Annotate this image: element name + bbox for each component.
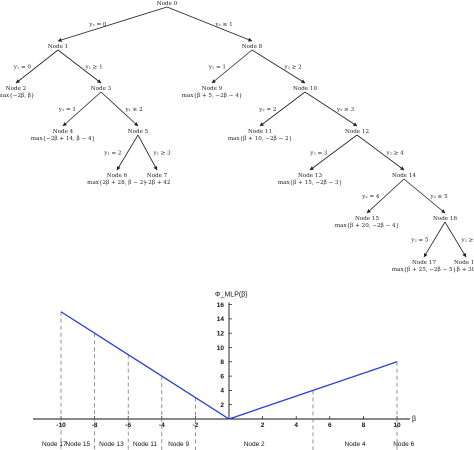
node-value: max{β + 5, −2β − 4} <box>182 93 243 99</box>
value-function-line <box>60 311 398 420</box>
x-tick-label: 2 <box>261 422 265 429</box>
edge-label: y₂ ≥ 2 <box>284 65 303 71</box>
node-value: β + 30 <box>457 267 474 273</box>
tree-edge <box>309 134 358 171</box>
node-name: Node 5 <box>128 129 149 135</box>
tree-edge <box>211 49 253 84</box>
tree-edge <box>251 49 306 84</box>
y-axis-label: Φ_MLP(β) <box>215 291 248 298</box>
tree-edge <box>259 91 306 127</box>
y-tick-label: 8 <box>220 359 224 366</box>
tree-edge <box>423 221 446 258</box>
tree-edge <box>116 134 139 171</box>
edge-label: y₂ ≥ 5 <box>430 194 449 200</box>
y-tick-label: 16 <box>217 302 225 309</box>
tree-edge <box>304 91 358 127</box>
edge-label: y₂ ≥ 6 <box>461 238 474 244</box>
tree-edge <box>57 6 168 42</box>
node-value: max{−2β, β} <box>0 93 35 99</box>
edge-label: y₂ = 3 <box>309 151 328 157</box>
y-tick-label: 14 <box>217 316 225 323</box>
node-name: Node 11 <box>248 129 272 135</box>
tree-edge <box>137 134 158 171</box>
node-name: Node 6 <box>107 173 128 179</box>
edge-label: y₂ ≥ 1 <box>215 22 233 28</box>
branching-tree: y₂ = 0 y₂ ≥ 1 y₁ = 0 y₁ ≥ 1 y₂ = 1 y₂ ≥ 2 y₁ =… <box>0 1 474 273</box>
tree-edge <box>356 134 405 171</box>
node-value: max{−2β + 14, β − 4} <box>31 136 95 142</box>
node-name: Node 17 <box>412 260 436 266</box>
edge-label: y₂ = 0 <box>88 22 107 28</box>
node-name: Node 14 <box>392 173 416 179</box>
region-label: Node 6 <box>393 441 414 448</box>
tree-edge <box>15 49 59 84</box>
edge-label: y₁ = 1 <box>58 107 76 113</box>
tree-edge <box>366 178 405 214</box>
x-tick-label: 4 <box>294 422 298 429</box>
node-name: Node 10 <box>293 86 317 92</box>
edge-label: y₂ = 5 <box>410 238 429 244</box>
x-tick-label: 6 <box>328 422 332 429</box>
x-tick-label: 8 <box>362 422 366 429</box>
y-tick-label: 4 <box>220 388 224 395</box>
tree-edge <box>166 6 253 42</box>
region-label: Node 9 <box>168 441 189 448</box>
node-name: Node 3 <box>91 86 112 92</box>
edge-label: y₂ = 1 <box>208 65 226 71</box>
y-tick-label: 10 <box>217 345 225 352</box>
y-tick-label: 12 <box>217 331 225 338</box>
node-name: Node 0 <box>157 1 178 7</box>
region-label: Node 11 <box>133 441 157 448</box>
tree-edge <box>100 91 139 127</box>
region-label: Node 4 <box>345 441 366 448</box>
node-name: Node 16 <box>433 216 457 222</box>
tree-edge <box>403 178 446 214</box>
node-name: Node 2 <box>6 86 27 92</box>
x-tick-label: -2 <box>193 422 199 429</box>
region-label: Node 15 <box>66 441 91 448</box>
node-value: max{2β + 28, β − 2} <box>87 180 147 186</box>
tree-edge <box>62 91 102 127</box>
x-axis-label: β <box>412 416 416 423</box>
node-name: Node 12 <box>345 129 369 135</box>
node-value: max{β + 10, −2β − 2} <box>228 136 292 142</box>
tree-edge <box>444 221 467 258</box>
node-name: Node 9 <box>202 86 223 92</box>
edge-label: y₁ = 0 <box>13 65 32 71</box>
tree-edge <box>57 49 102 84</box>
node-name: Node 7 <box>147 173 168 179</box>
node-name: Node 1 <box>48 44 69 50</box>
edge-label: y₂ = 4 <box>361 194 380 200</box>
edge-label: y₁ ≥ 2 <box>125 107 144 113</box>
region-label: Node 2 <box>244 441 265 448</box>
edge-label: y₁ ≥ 3 <box>153 151 172 157</box>
node-value: max{β + 15, −2β − 3} <box>278 180 342 186</box>
edge-label: y₂ ≥ 3 <box>336 107 355 113</box>
node-name: Node 8 <box>242 44 263 50</box>
node-value: max{β + 25, −2β − 5} <box>392 267 456 273</box>
edge-label: y₂ = 2 <box>258 107 277 113</box>
node-value: max{β + 20, −2β − 4} <box>335 223 399 229</box>
node-value: −2β + 42 <box>144 180 171 186</box>
node-name: Node 13 <box>298 173 322 179</box>
region-label: Node 17 <box>42 441 67 448</box>
y-tick-label: 6 <box>220 373 224 380</box>
node-name: Node 4 <box>53 129 74 135</box>
node-name: Node 18 <box>454 260 474 266</box>
y-tick-label: 2 <box>220 402 224 409</box>
edge-label: y₂ ≥ 4 <box>386 151 405 157</box>
region-label: Node 13 <box>99 441 124 448</box>
edge-label: y₁ ≥ 1 <box>85 65 103 71</box>
node-name: Node 15 <box>355 216 379 222</box>
edge-label: y₁ = 2 <box>103 151 122 157</box>
